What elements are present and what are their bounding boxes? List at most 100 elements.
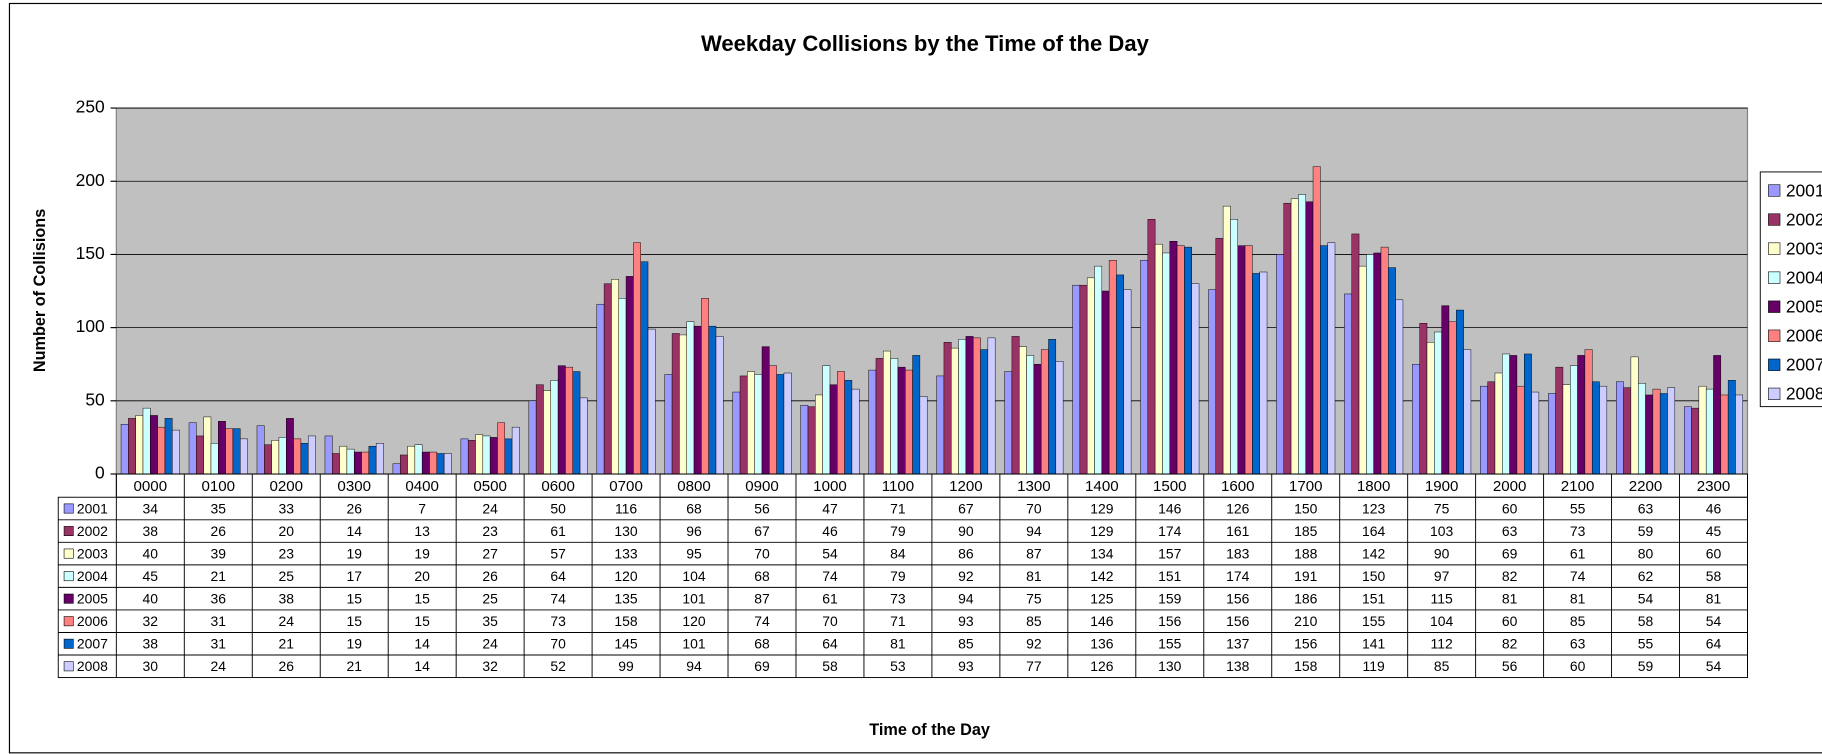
table-cell: 54: [822, 545, 838, 561]
table-cell: 34: [143, 500, 159, 516]
legend-key: [1768, 242, 1781, 255]
table-cell: 157: [1158, 545, 1182, 561]
table-row-label: 2007: [77, 636, 108, 652]
table-cell: 26: [278, 658, 294, 674]
table-cell: 52: [550, 658, 566, 674]
table-cell: 155: [1362, 613, 1386, 629]
table-cell: 54: [1706, 658, 1722, 674]
table-cell: 126: [1226, 500, 1250, 516]
bar: [142, 407, 151, 475]
bar: [1388, 267, 1396, 475]
table-cell: 101: [682, 636, 706, 652]
bar: [1191, 283, 1200, 475]
table-cell: 54: [1706, 613, 1722, 629]
table-cell: 32: [143, 613, 159, 629]
legend-key: [1768, 329, 1781, 342]
y-axis-label: Number of Collisions: [31, 209, 49, 372]
table-cell: 141: [1362, 636, 1386, 652]
bar: [543, 390, 552, 475]
bar: [1456, 309, 1464, 475]
x-tick-label: 1400: [1085, 478, 1119, 495]
table-cell: 33: [278, 500, 294, 516]
bar: [868, 369, 877, 475]
table-cell: 63: [1502, 523, 1518, 539]
bar: [1683, 406, 1692, 475]
bar: [844, 380, 853, 475]
table-cell: 142: [1362, 545, 1386, 561]
bar: [135, 415, 144, 475]
bar: [565, 366, 573, 475]
table-cell: 84: [890, 545, 906, 561]
bar: [353, 451, 362, 475]
table-cell: 104: [682, 568, 706, 584]
table-cell: 183: [1226, 545, 1250, 561]
bar: [647, 328, 656, 475]
table-cell: 23: [482, 523, 498, 539]
table-cell: 38: [143, 523, 159, 539]
table-cell: 59: [1638, 523, 1654, 539]
bar: [1570, 365, 1578, 475]
table-cell: 120: [682, 613, 706, 629]
table-cell: 119: [1363, 658, 1385, 674]
table-cell: 26: [482, 568, 498, 584]
table-cell: 94: [686, 658, 702, 674]
bar: [157, 426, 166, 475]
bar: [579, 397, 588, 475]
legend-label: 2005: [1786, 296, 1822, 316]
table-cell: 50: [550, 500, 566, 516]
table-cell: 158: [614, 613, 638, 629]
bar: [196, 435, 204, 475]
bar: [1290, 198, 1299, 475]
table-cell: 85: [1434, 658, 1450, 674]
table-cell: 69: [1502, 545, 1518, 561]
bar: [980, 349, 989, 475]
bar: [800, 404, 809, 475]
table-cell: 80: [1638, 545, 1654, 561]
bar: [218, 421, 226, 475]
bar: [1358, 265, 1367, 475]
bar: [1599, 385, 1608, 475]
table-cell: 23: [278, 545, 294, 561]
legend-key: [1768, 358, 1781, 371]
table-cell: 93: [958, 658, 974, 674]
x-tick-label: 0600: [541, 478, 575, 495]
x-tick-label: 0500: [473, 478, 507, 495]
table-cell: 75: [1434, 500, 1450, 516]
table-cell: 125: [1090, 591, 1114, 607]
table-cell: 90: [958, 523, 974, 539]
table-cell: 21: [278, 636, 294, 652]
table-cell: 15: [414, 591, 430, 607]
legend-label: 2007: [1786, 355, 1822, 375]
bar: [1487, 381, 1496, 475]
bar: [754, 374, 763, 475]
bar: [460, 438, 469, 475]
table-cell: 19: [414, 545, 430, 561]
table-cell: 68: [754, 568, 770, 584]
bar: [776, 374, 785, 475]
table-cell: 13: [414, 523, 430, 539]
table-cell: 58: [822, 658, 838, 674]
table-cell: 67: [958, 500, 974, 516]
bar: [671, 333, 680, 475]
bar: [1244, 245, 1253, 475]
x-tick-label: 0700: [609, 478, 643, 495]
table-cell: 136: [1090, 636, 1114, 652]
bar: [293, 438, 302, 475]
table-cell: 35: [211, 500, 227, 516]
bar: [1237, 245, 1246, 475]
table-cell: 64: [1706, 636, 1722, 652]
bar: [467, 440, 476, 475]
bar: [1154, 243, 1163, 475]
table-cell: 57: [550, 545, 566, 561]
bar: [1524, 353, 1532, 475]
table-cell: 7: [418, 500, 426, 516]
bar: [965, 336, 974, 475]
table-cell: 158: [1294, 658, 1318, 674]
bar: [1298, 194, 1306, 475]
table-cell: 21: [211, 568, 227, 584]
x-tick-label: 0900: [745, 478, 779, 495]
bar: [1252, 273, 1260, 475]
table-cell: 73: [550, 613, 566, 629]
y-tick-label: 200: [76, 170, 105, 190]
